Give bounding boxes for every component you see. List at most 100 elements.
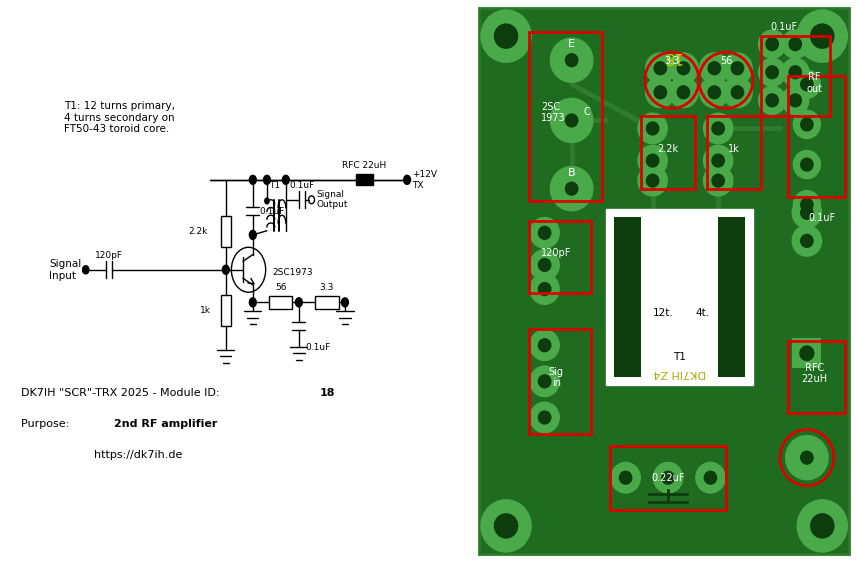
Text: +12V
TX: +12V TX bbox=[412, 170, 437, 189]
Circle shape bbox=[677, 62, 690, 75]
Text: 0.1uF: 0.1uF bbox=[809, 213, 836, 223]
Circle shape bbox=[800, 78, 813, 90]
Circle shape bbox=[82, 266, 89, 274]
Circle shape bbox=[708, 62, 721, 75]
Text: 120pF: 120pF bbox=[95, 251, 123, 260]
Text: Purpose:: Purpose: bbox=[21, 419, 73, 429]
Circle shape bbox=[789, 38, 801, 51]
Text: RFC
22uH: RFC 22uH bbox=[801, 362, 828, 384]
Circle shape bbox=[222, 265, 229, 274]
Circle shape bbox=[404, 175, 411, 184]
Circle shape bbox=[797, 500, 848, 552]
Circle shape bbox=[620, 472, 632, 484]
Circle shape bbox=[800, 158, 813, 171]
Circle shape bbox=[766, 38, 778, 51]
Text: 56: 56 bbox=[720, 56, 732, 66]
Bar bbox=[718, 217, 745, 377]
Text: 0.22uF: 0.22uF bbox=[651, 473, 685, 483]
Text: 12t.: 12t. bbox=[653, 308, 674, 318]
Circle shape bbox=[654, 86, 667, 99]
Text: 2.2k: 2.2k bbox=[189, 227, 207, 236]
Text: E: E bbox=[568, 39, 575, 49]
Text: T1: T1 bbox=[673, 352, 686, 362]
Circle shape bbox=[792, 197, 822, 228]
Circle shape bbox=[766, 94, 778, 107]
Circle shape bbox=[494, 24, 518, 48]
Circle shape bbox=[566, 54, 578, 67]
Circle shape bbox=[789, 94, 801, 107]
Circle shape bbox=[481, 500, 531, 552]
Circle shape bbox=[786, 436, 828, 480]
Circle shape bbox=[654, 62, 667, 75]
Bar bbox=[641, 116, 695, 189]
Circle shape bbox=[265, 198, 269, 203]
Circle shape bbox=[538, 339, 551, 352]
Circle shape bbox=[792, 225, 822, 256]
Circle shape bbox=[797, 10, 848, 62]
Circle shape bbox=[249, 175, 256, 184]
Bar bbox=[793, 338, 821, 368]
Circle shape bbox=[538, 283, 551, 296]
Circle shape bbox=[782, 30, 809, 58]
Text: 0.1uF: 0.1uF bbox=[305, 343, 331, 352]
Circle shape bbox=[800, 234, 813, 247]
Bar bbox=[606, 209, 752, 386]
Circle shape bbox=[696, 463, 725, 493]
Text: 3.3: 3.3 bbox=[320, 283, 334, 292]
Circle shape bbox=[699, 53, 729, 84]
Text: T1: T1 bbox=[269, 181, 279, 190]
Circle shape bbox=[481, 10, 531, 62]
Circle shape bbox=[722, 53, 752, 84]
Text: https://dk7ih.de: https://dk7ih.de bbox=[94, 450, 183, 460]
Circle shape bbox=[758, 30, 786, 58]
Circle shape bbox=[530, 402, 560, 433]
Circle shape bbox=[712, 154, 724, 167]
Bar bbox=[221, 216, 231, 247]
Bar bbox=[706, 116, 760, 189]
Circle shape bbox=[811, 514, 834, 538]
Circle shape bbox=[530, 250, 560, 280]
Circle shape bbox=[296, 298, 303, 307]
Circle shape bbox=[800, 118, 813, 131]
Circle shape bbox=[249, 298, 256, 307]
Circle shape bbox=[794, 110, 820, 138]
Circle shape bbox=[341, 298, 348, 307]
Text: 56: 56 bbox=[275, 283, 286, 292]
Bar bbox=[529, 32, 602, 201]
Text: Signal
Output: Signal Output bbox=[316, 190, 348, 210]
Bar bbox=[788, 76, 845, 197]
Text: 1k: 1k bbox=[200, 306, 211, 315]
Circle shape bbox=[712, 174, 724, 187]
Circle shape bbox=[794, 151, 820, 179]
Bar bbox=[614, 217, 641, 377]
Circle shape bbox=[638, 165, 668, 196]
Circle shape bbox=[638, 146, 668, 176]
Circle shape bbox=[645, 77, 675, 107]
Text: 18: 18 bbox=[319, 388, 335, 398]
Circle shape bbox=[708, 86, 721, 99]
Circle shape bbox=[530, 217, 560, 248]
Circle shape bbox=[538, 259, 551, 271]
Text: 2.2k: 2.2k bbox=[657, 143, 679, 153]
Circle shape bbox=[766, 66, 778, 79]
Circle shape bbox=[758, 58, 786, 87]
Circle shape bbox=[731, 86, 744, 99]
Text: RF
out: RF out bbox=[806, 72, 823, 94]
Circle shape bbox=[800, 198, 813, 211]
Bar bbox=[788, 341, 845, 414]
Circle shape bbox=[550, 98, 593, 143]
Circle shape bbox=[645, 53, 675, 84]
Text: 1k: 1k bbox=[728, 143, 740, 153]
Circle shape bbox=[811, 24, 834, 48]
Circle shape bbox=[611, 463, 640, 493]
Circle shape bbox=[550, 38, 593, 82]
Circle shape bbox=[677, 86, 690, 99]
Bar bbox=[610, 446, 726, 510]
Text: DK7IH Z4: DK7IH Z4 bbox=[653, 368, 706, 378]
Circle shape bbox=[638, 113, 668, 144]
Circle shape bbox=[566, 182, 578, 195]
Circle shape bbox=[789, 66, 801, 79]
Circle shape bbox=[668, 77, 698, 107]
Circle shape bbox=[494, 514, 518, 538]
Circle shape bbox=[538, 411, 551, 424]
